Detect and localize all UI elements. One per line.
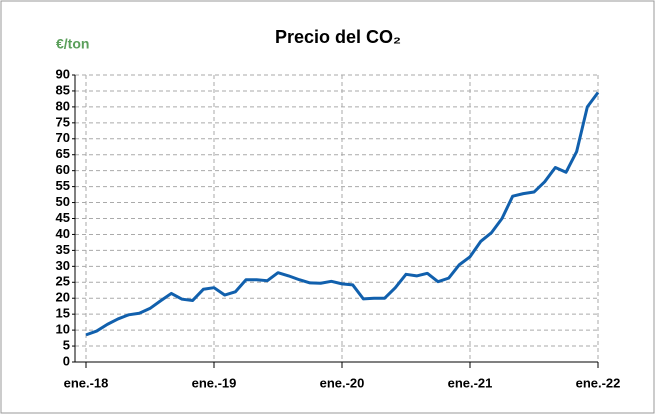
y-tick-label: 85 — [56, 82, 70, 97]
y-tick-label: 0 — [63, 353, 70, 368]
y-tick-label: 5 — [63, 337, 70, 352]
data-line — [85, 91, 600, 337]
x-tick-label: ene.-21 — [448, 375, 493, 390]
y-axis-label: €/ton — [56, 36, 89, 52]
y-tick-label: 10 — [56, 322, 70, 337]
y-tick-label: 90 — [56, 66, 70, 81]
y-tick-label: 70 — [56, 130, 70, 145]
y-tick-label: 60 — [56, 162, 70, 177]
y-tick-label: 45 — [56, 210, 70, 225]
x-tick-label: ene.-19 — [192, 375, 237, 390]
y-tick-label: 75 — [56, 114, 70, 129]
y-tick-label: 55 — [56, 178, 70, 193]
y-tick-label: 50 — [56, 194, 70, 209]
x-tick-label: ene.-20 — [320, 375, 365, 390]
y-tick-label: 20 — [56, 290, 70, 305]
x-tick-label: ene.-18 — [64, 375, 109, 390]
y-tick-label: 30 — [56, 258, 70, 273]
y-tick-label: 40 — [56, 226, 70, 241]
y-tick-label: 65 — [56, 146, 70, 161]
y-tick-label: 35 — [56, 242, 70, 257]
chart-title: Precio del CO₂ — [275, 27, 401, 47]
y-tick-label: 25 — [56, 274, 70, 289]
y-tick-label: 15 — [56, 306, 70, 321]
y-tick-label: 80 — [56, 98, 70, 113]
x-tick-label: ene.-22 — [576, 375, 621, 390]
